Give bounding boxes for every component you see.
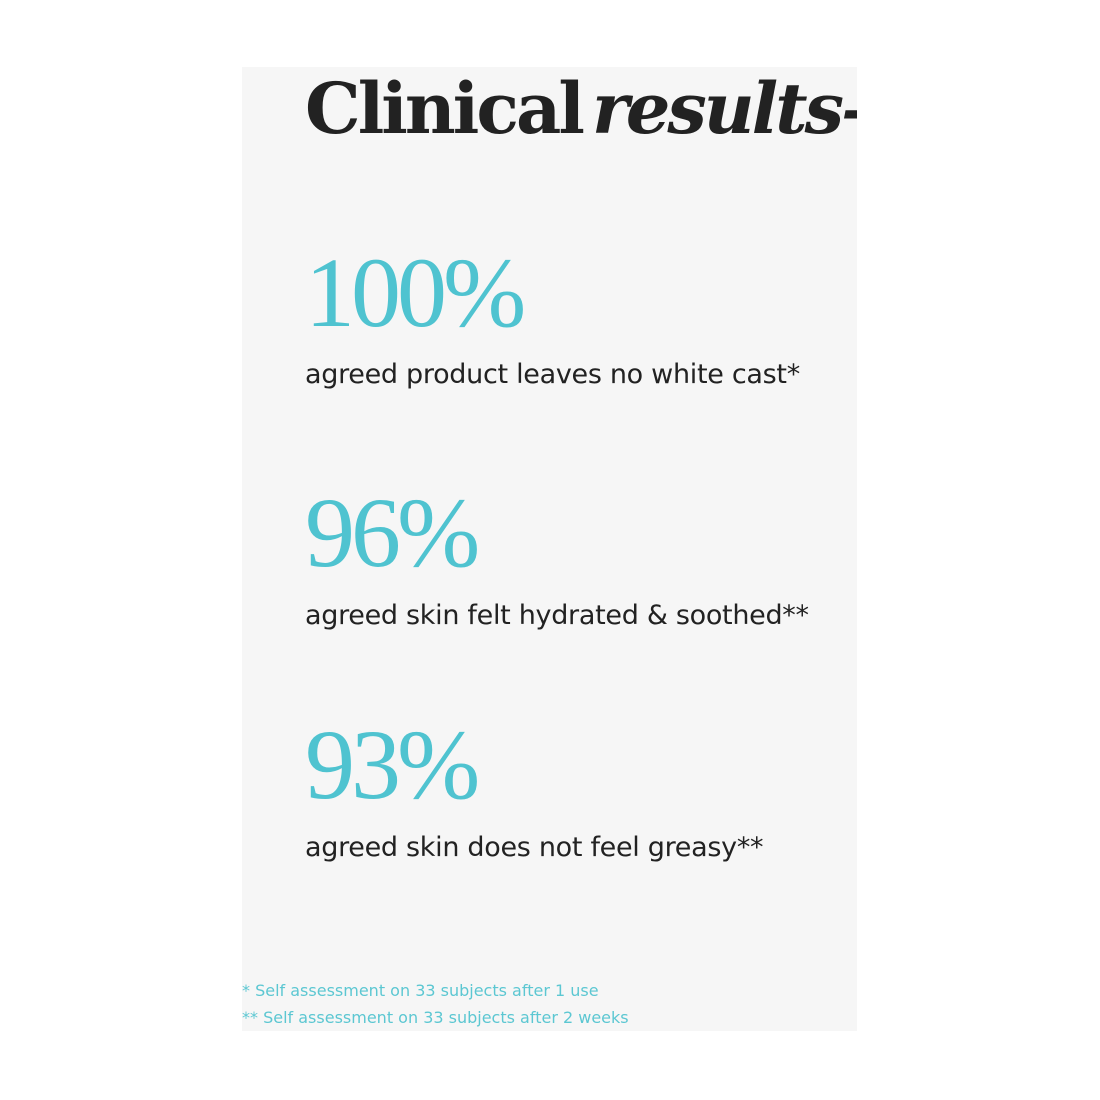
title-regular: Clinical — [305, 67, 585, 150]
stat-value: 93% — [305, 709, 480, 820]
stat-description: agreed skin felt hydrated & soothed** — [305, 600, 809, 631]
stat-value: 100% — [305, 237, 526, 348]
title-italic: results— — [591, 67, 857, 150]
footnote: ** Self assessment on 33 subjects after … — [242, 1008, 629, 1027]
stat-description: agreed skin does not feel greasy** — [305, 832, 764, 863]
stat-value: 96% — [305, 477, 480, 588]
stat-description: agreed product leaves no white cast* — [305, 359, 800, 390]
footnote: * Self assessment on 33 subjects after 1… — [242, 981, 599, 1000]
